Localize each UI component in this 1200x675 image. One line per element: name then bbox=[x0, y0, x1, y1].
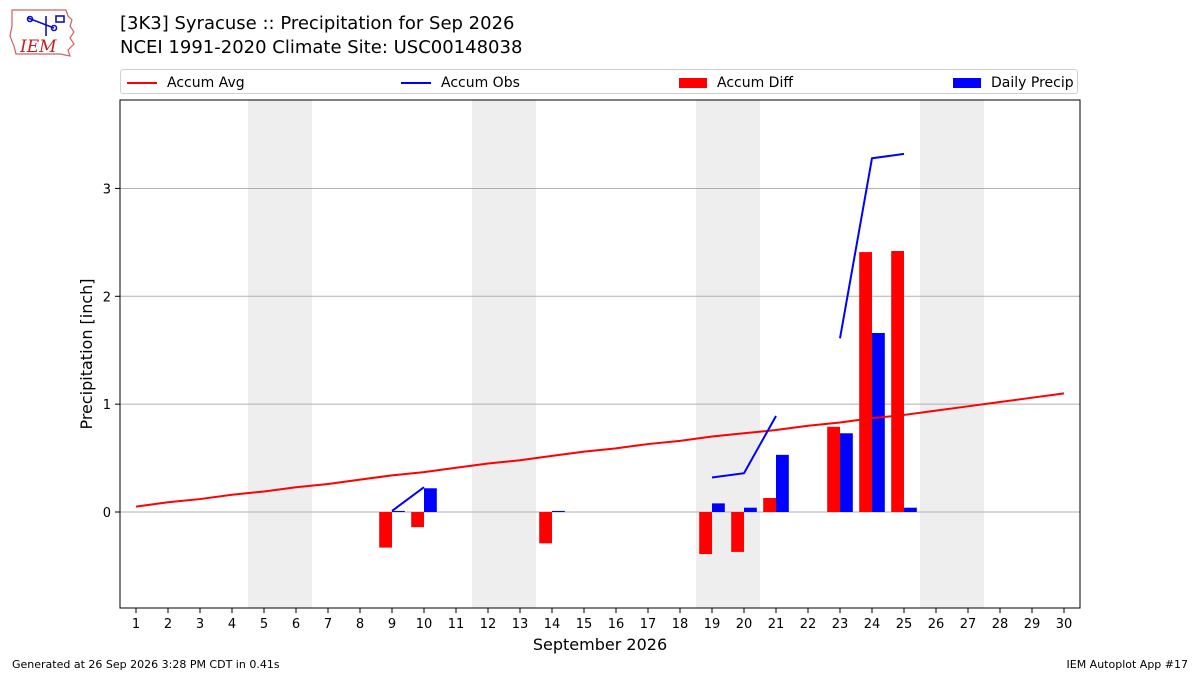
accum-diff-bars bbox=[379, 250, 904, 555]
x-tick-label: 11 bbox=[448, 617, 465, 632]
accum-diff-bar bbox=[379, 512, 392, 548]
x-tick-label: 5 bbox=[260, 617, 268, 632]
x-tick-label: 25 bbox=[896, 617, 913, 632]
chart-subtitle: NCEI 1991-2020 Climate Site: USC00148038 bbox=[120, 37, 523, 58]
legend-item-accum-diff: Accum Diff bbox=[679, 70, 793, 95]
x-tick-label: 14 bbox=[544, 617, 561, 632]
x-tick-label: 15 bbox=[576, 617, 593, 632]
chart-title: [3K3] Syracuse :: Precipitation for Sep … bbox=[120, 13, 515, 34]
daily-precip-bar bbox=[712, 503, 725, 513]
accum-obs-segment bbox=[711, 415, 777, 479]
weekend-band bbox=[280, 100, 312, 608]
accum-diff-bar bbox=[827, 426, 840, 513]
accum-diff-bar bbox=[859, 252, 872, 513]
x-tick-label: 16 bbox=[608, 617, 625, 632]
y-axis-label: Precipitation [inch] bbox=[77, 278, 96, 429]
x-tick-label: 1 bbox=[132, 617, 140, 632]
weekend-band bbox=[248, 100, 280, 608]
accum-diff-bar bbox=[539, 512, 552, 544]
accum-obs-segment bbox=[391, 486, 425, 512]
logo-text: IEM bbox=[19, 37, 57, 57]
x-tick-label: 28 bbox=[992, 617, 1009, 632]
weather-station-icon bbox=[26, 15, 65, 36]
x-tick-label: 26 bbox=[928, 617, 945, 632]
daily-precip-bar bbox=[872, 332, 885, 513]
daily-precip-bar bbox=[552, 510, 565, 513]
x-tick-label: 7 bbox=[324, 617, 332, 632]
daily-precip-bar bbox=[392, 510, 405, 513]
footer-generated: Generated at 26 Sep 2026 3:28 PM CDT in … bbox=[12, 658, 280, 671]
weekend-band bbox=[952, 100, 984, 608]
x-tick-label: 27 bbox=[960, 617, 977, 632]
legend-item-accum-obs: Accum Obs bbox=[401, 70, 520, 95]
accum-obs-segment bbox=[839, 152, 905, 339]
daily-precip-bar bbox=[744, 507, 757, 513]
x-tick-label: 19 bbox=[704, 617, 721, 632]
accum-avg-line bbox=[135, 392, 1065, 508]
accum-diff-bar bbox=[699, 512, 712, 555]
y-tick-label: 0 bbox=[103, 506, 111, 521]
x-tick-label: 10 bbox=[416, 617, 433, 632]
x-tick-label: 12 bbox=[480, 617, 497, 632]
y-tick-label: 1 bbox=[103, 398, 111, 413]
x-tick-label: 24 bbox=[864, 617, 881, 632]
accum-diff-bar bbox=[411, 512, 424, 528]
legend-item-accum-avg: Accum Avg bbox=[127, 70, 245, 95]
iem-logo: IEM bbox=[9, 9, 75, 57]
y-tick-label: 3 bbox=[103, 182, 111, 197]
x-tick-label: 20 bbox=[736, 617, 753, 632]
x-tick-label: 2 bbox=[164, 617, 172, 632]
legend-label-accum-avg: Accum Avg bbox=[167, 74, 245, 91]
x-tick-label: 18 bbox=[672, 617, 689, 632]
x-tick-label: 3 bbox=[196, 617, 204, 632]
plot-frame bbox=[119, 99, 1081, 609]
x-tick-label: 4 bbox=[228, 617, 236, 632]
legend-swatch-accum-diff bbox=[679, 77, 707, 88]
accum-obs-line bbox=[391, 152, 905, 512]
daily-precip-bar bbox=[840, 433, 853, 513]
accum-avg-polyline bbox=[135, 392, 1065, 508]
weekend-band bbox=[504, 100, 536, 608]
x-tick-label: 13 bbox=[512, 617, 529, 632]
legend-swatch-accum-avg bbox=[127, 81, 157, 84]
legend-swatch-accum-obs bbox=[401, 81, 431, 84]
legend-swatch-daily-precip bbox=[953, 77, 981, 88]
daily-precip-bar bbox=[776, 454, 789, 513]
weekend-band bbox=[472, 100, 504, 608]
legend-label-accum-diff: Accum Diff bbox=[717, 74, 794, 91]
x-axis-label: September 2026 bbox=[533, 635, 667, 654]
x-tick-label: 6 bbox=[292, 617, 300, 632]
chart-legend: Accum Avg Accum Obs Accum Diff Daily Pre… bbox=[120, 69, 1078, 94]
footer-app: IEM Autoplot App #17 bbox=[1066, 658, 1189, 671]
x-axis-ticks: 1 2 3 4 5 6 7 8 9 10 11 12 13 14 15 16 17 18 19 20 21 22 23 24 2… bbox=[132, 608, 1072, 632]
accum-diff-bar bbox=[891, 250, 904, 513]
x-tick-label: 30 bbox=[1056, 617, 1073, 632]
legend-label-daily-precip: Daily Precip bbox=[991, 74, 1074, 91]
iowa-outline-icon bbox=[9, 9, 75, 57]
x-tick-label: 23 bbox=[832, 617, 849, 632]
weekend-shading bbox=[248, 100, 984, 608]
x-tick-label: 8 bbox=[356, 617, 364, 632]
x-tick-label: 22 bbox=[800, 617, 817, 632]
legend-item-daily-precip: Daily Precip bbox=[953, 70, 1074, 95]
y-tick-label: 2 bbox=[103, 290, 111, 305]
legend-label-accum-obs: Accum Obs bbox=[441, 74, 520, 91]
accum-diff-bar bbox=[731, 512, 744, 552]
daily-precip-bar bbox=[904, 507, 917, 513]
y-axis-ticks: 0 1 2 3 bbox=[103, 182, 120, 521]
y-gridlines bbox=[120, 187, 1080, 513]
daily-precip-bars bbox=[392, 332, 917, 513]
accum-diff-bar bbox=[763, 497, 776, 513]
x-tick-label: 29 bbox=[1024, 617, 1041, 632]
x-tick-label: 17 bbox=[640, 617, 657, 632]
weekend-band bbox=[920, 100, 952, 608]
x-tick-label: 9 bbox=[388, 617, 396, 632]
x-tick-label: 21 bbox=[768, 617, 785, 632]
daily-precip-bar bbox=[424, 488, 437, 513]
